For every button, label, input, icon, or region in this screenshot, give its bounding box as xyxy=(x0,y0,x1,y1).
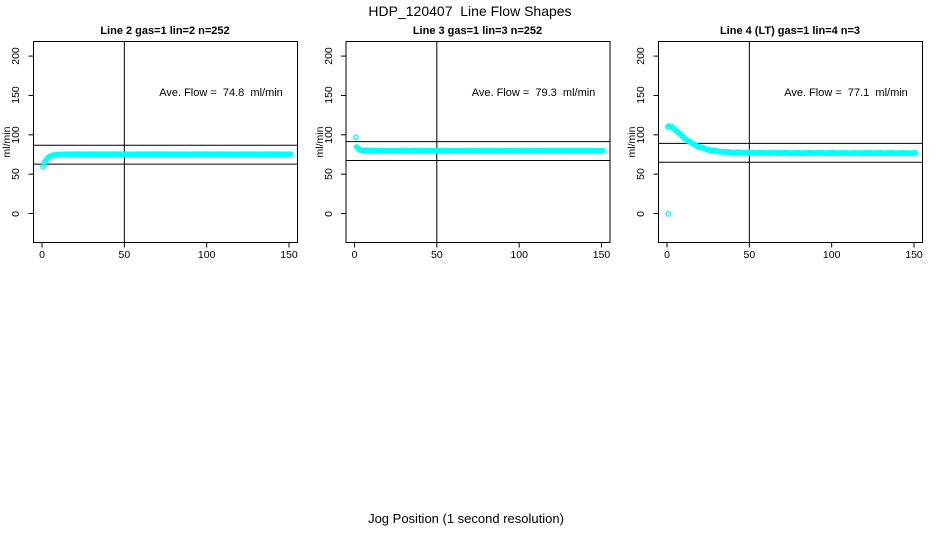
y-tick-label: 50 xyxy=(10,168,22,180)
data-point xyxy=(287,151,294,157)
x-tick-label: 100 xyxy=(822,249,841,261)
panel-line-3: Line 3 gas=1 lin=3 n=252 ml/min Ave. Flo… xyxy=(314,25,611,261)
y-tick-label: 150 xyxy=(322,86,335,105)
page-title: HDP_120407 Line Flow Shapes xyxy=(368,3,572,19)
panel-title: Line 4 (LT) gas=1 lin=4 n=3 xyxy=(719,25,861,37)
y-tick-label: 100 xyxy=(10,126,22,144)
y-tick-label: 100 xyxy=(635,126,647,144)
x-tick-label: 50 xyxy=(743,249,756,261)
x-tick-label: 150 xyxy=(592,249,611,261)
y-tick-label: 0 xyxy=(322,210,335,217)
data-point xyxy=(912,150,919,156)
ave-flow-annotation: Ave. Flow = 74.8 ml/min xyxy=(159,87,283,99)
plot-border xyxy=(33,41,298,243)
x-tick-label: 100 xyxy=(510,249,528,261)
y-tick-label: 200 xyxy=(10,47,22,65)
y-tick-label: 100 xyxy=(322,126,335,144)
panel-line-4: Line 4 (LT) gas=1 lin=4 n=3 ml/min Ave. … xyxy=(626,25,923,261)
x-tick-label: 0 xyxy=(39,249,45,261)
y-tick-label: 50 xyxy=(322,168,335,180)
panel-line-2: Line 2 gas=1 lin=2 n=252 ml/min Ave. Flo… xyxy=(1,25,298,261)
outlier-point xyxy=(665,210,672,217)
panel-title: Line 2 gas=1 lin=2 n=252 xyxy=(100,25,230,37)
x-tick-label: 50 xyxy=(118,249,131,261)
y-tick-label: 50 xyxy=(635,168,647,180)
y-tick-label: 0 xyxy=(10,210,22,217)
y-tick-label: 200 xyxy=(322,47,335,65)
ave-flow-annotation: Ave. Flow = 79.3 ml/min xyxy=(471,87,596,99)
panel-title: Line 3 gas=1 lin=3 n=252 xyxy=(412,25,543,37)
plot-border xyxy=(658,41,923,243)
data-point xyxy=(600,147,606,154)
ave-flow-annotation: Ave. Flow = 77.1 ml/min xyxy=(784,87,908,99)
x-tick-label: 0 xyxy=(351,249,358,261)
x-tick-label: 50 xyxy=(430,249,443,261)
y-tick-label: 150 xyxy=(635,86,647,105)
x-axis-title: Jog Position (1 second resolution) xyxy=(368,511,564,526)
x-tick-label: 150 xyxy=(905,249,923,261)
data-point xyxy=(40,164,46,170)
x-tick-label: 150 xyxy=(280,249,298,261)
x-tick-label: 0 xyxy=(664,249,670,261)
y-tick-label: 150 xyxy=(10,86,22,105)
y-tick-label: 200 xyxy=(635,47,647,65)
x-tick-label: 100 xyxy=(197,249,216,261)
outlier-point xyxy=(352,134,359,141)
y-tick-label: 0 xyxy=(635,210,647,217)
